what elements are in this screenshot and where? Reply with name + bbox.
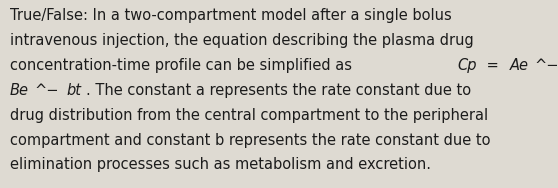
- Text: elimination processes such as metabolism and excretion.: elimination processes such as metabolism…: [10, 157, 431, 172]
- Text: . The constant a represents the rate constant due to: . The constant a represents the rate con…: [85, 83, 470, 98]
- Text: ^−: ^−: [535, 58, 558, 73]
- Text: True/False: In a two-compartment model after a single bolus: True/False: In a two-compartment model a…: [10, 8, 452, 24]
- Text: compartment and constant b represents the rate constant due to: compartment and constant b represents th…: [10, 133, 490, 148]
- Text: Ae: Ae: [510, 58, 529, 73]
- Text: intravenous injection, the equation describing the plasma drug: intravenous injection, the equation desc…: [10, 33, 474, 48]
- Text: Cp: Cp: [458, 58, 477, 73]
- Text: =: =: [483, 58, 504, 73]
- Text: concentration-time profile can be simplified as: concentration-time profile can be simpli…: [10, 58, 357, 73]
- Text: bt: bt: [66, 83, 81, 98]
- Text: ^−: ^−: [35, 83, 59, 98]
- Text: Be: Be: [10, 83, 29, 98]
- Text: drug distribution from the central compartment to the peripheral: drug distribution from the central compa…: [10, 108, 488, 123]
